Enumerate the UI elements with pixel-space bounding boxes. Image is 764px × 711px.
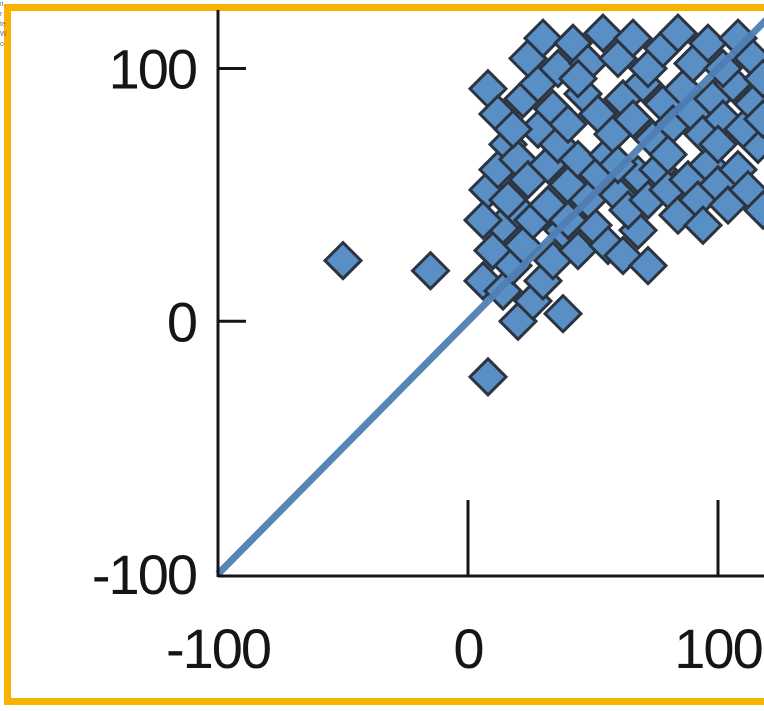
- data-point: [657, 13, 699, 54]
- data-point: [467, 356, 509, 397]
- data-point: [697, 124, 739, 165]
- x-tick-label: 100: [674, 617, 761, 680]
- data-points: [322, 13, 764, 397]
- identity-line: [215, 17, 764, 577]
- data-point: [612, 98, 654, 140]
- data-point: [487, 179, 529, 221]
- data-point: [627, 245, 669, 286]
- fragment-line: r: [0, 11, 3, 18]
- x-tick-label: -100: [166, 617, 270, 680]
- data-point: [612, 18, 654, 59]
- y-tick-label: 100: [109, 38, 196, 101]
- data-point: [742, 98, 764, 140]
- y-tick-label: -100: [92, 543, 196, 606]
- data-point: [462, 200, 504, 241]
- identity-line-layer: [215, 17, 764, 577]
- data-point: [647, 134, 689, 175]
- data-point: [557, 58, 599, 99]
- data-point: [742, 189, 764, 231]
- data-point: [522, 18, 564, 59]
- data-point: [582, 13, 624, 54]
- data-point: [547, 104, 589, 145]
- data-point: [742, 58, 764, 99]
- axes: [216, 10, 764, 578]
- fragment-line: o: [0, 41, 4, 48]
- data-point: [322, 240, 364, 281]
- x-tick-label: 0: [453, 617, 482, 680]
- y-tick-label: 0: [167, 290, 196, 353]
- data-point: [682, 205, 724, 246]
- fragment-line: te: [0, 21, 6, 28]
- data-point: [492, 109, 534, 150]
- fragment-line: W: [0, 31, 7, 38]
- fragment-line: it: [0, 1, 4, 8]
- data-point: [410, 250, 451, 291]
- tick-labels: -100 0 100 -100 0 100: [92, 38, 764, 680]
- cropped-text-fragment: it r te W o: [0, 0, 8, 100]
- highlight-frame: [4, 4, 764, 705]
- data-point: [542, 293, 584, 334]
